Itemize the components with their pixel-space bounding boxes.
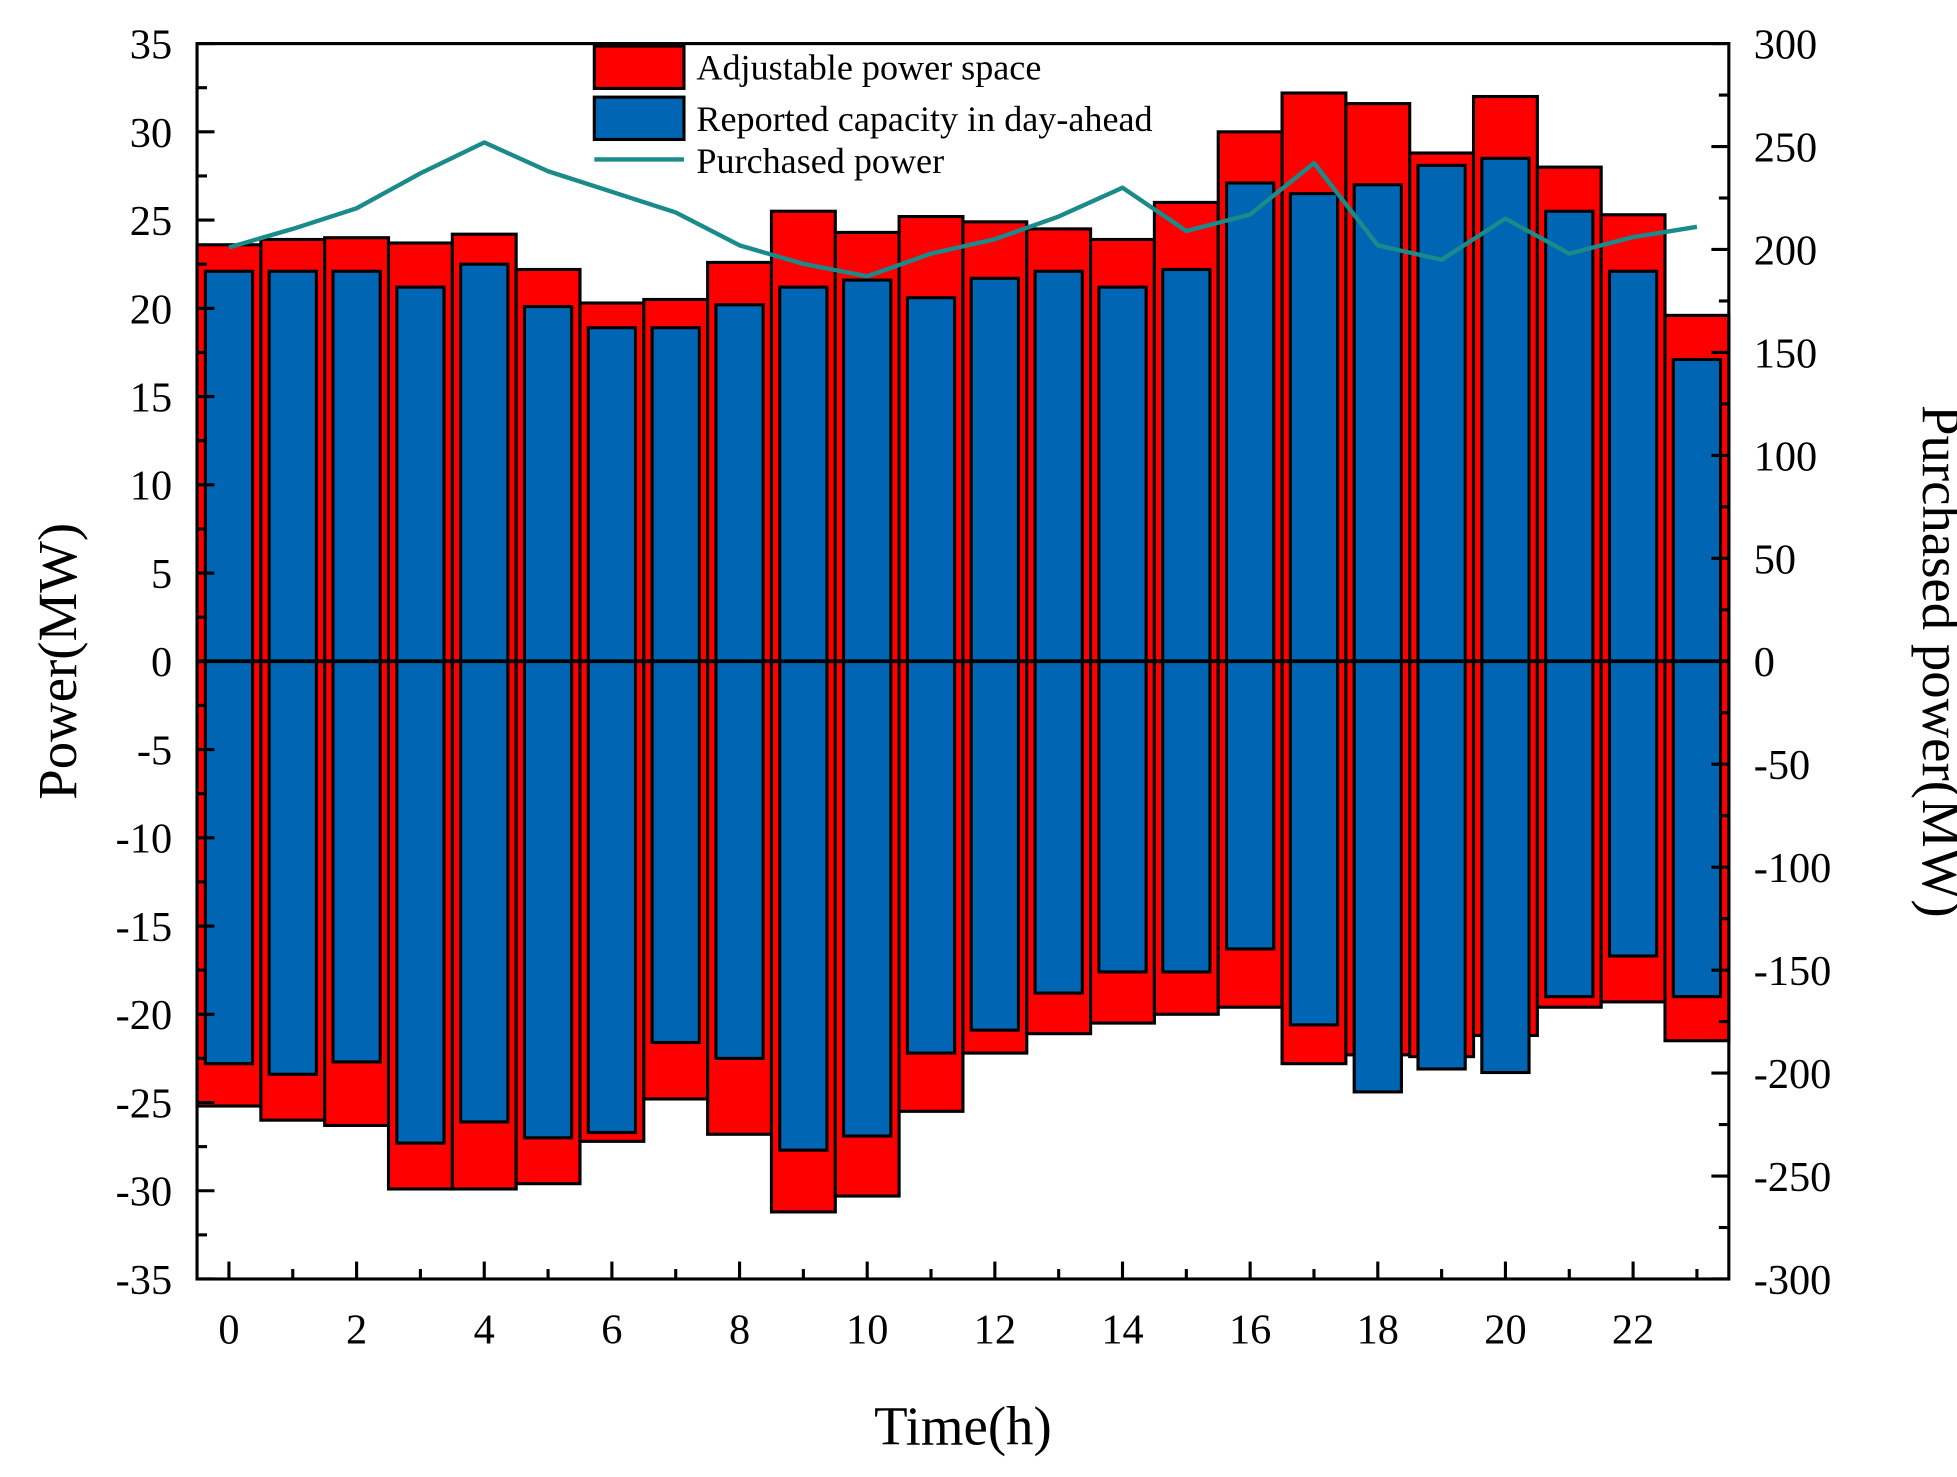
- y-left-tick-label: -20: [116, 992, 172, 1039]
- legend-label-adjustable: Adjustable power space: [696, 48, 1041, 88]
- y-right-tick-label: -100: [1754, 845, 1832, 892]
- reported-bar-h15: [1161, 267, 1212, 974]
- y-right-tick-label: -150: [1754, 948, 1832, 995]
- y-right-tick-label: -200: [1754, 1051, 1832, 1098]
- y-left-axis-ticks: 35 30 25 20 15 10 5 0 -5 -10 -15 -20 -25 -30 -35: [116, 22, 215, 1304]
- reported-bar-h3: [395, 285, 446, 1145]
- y-right-tick-label: 50: [1754, 536, 1796, 583]
- y-right-tick-label: -250: [1754, 1154, 1832, 1201]
- x-tick-label-6: 6: [601, 1307, 622, 1354]
- y-right-axis-ticks: 300 250 200 150 100 50 0 -50 -100 -150 -200 -250 -30…: [1711, 22, 1831, 1304]
- y-left-tick-label: 25: [130, 198, 172, 245]
- reported-bar-h20: [1480, 156, 1531, 1075]
- reported-bar-h13: [1033, 269, 1084, 995]
- x-tick-label-12: 12: [974, 1307, 1016, 1354]
- y-left-tick-label: -25: [116, 1080, 172, 1127]
- reported-bar-h2: [331, 269, 382, 1064]
- x-axis-title: Time(h): [874, 1396, 1052, 1457]
- y-left-tick-label: -5: [137, 727, 172, 774]
- reported-bar-h22: [1607, 269, 1659, 958]
- x-tick-label-8: 8: [729, 1307, 750, 1354]
- reported-bar-h19: [1416, 163, 1467, 1071]
- y-left-tick-label: -15: [116, 904, 172, 951]
- reported-bar-h1: [267, 269, 318, 1076]
- y-right-tick-label: 150: [1754, 330, 1818, 377]
- reported-bar-h8: [714, 303, 765, 1060]
- y-left-tick-label: 30: [130, 110, 172, 157]
- reported-bar-h6: [586, 326, 638, 1135]
- reported-bar-h14: [1097, 285, 1148, 974]
- x-tick-label-22: 22: [1612, 1307, 1654, 1354]
- legend-swatch-adjustable: [592, 44, 686, 90]
- y-right-tick-label: -300: [1754, 1257, 1832, 1304]
- y-left-tick-label: 15: [130, 375, 172, 422]
- y-left-tick-label: -30: [116, 1169, 172, 1216]
- x-tick-label-14: 14: [1101, 1307, 1143, 1354]
- y-right-tick-label: 200: [1754, 227, 1818, 274]
- reported-capacity-bars: [203, 156, 1723, 1152]
- reported-bar-h9: [778, 285, 829, 1152]
- reported-bar-h18: [1352, 183, 1403, 1094]
- x-tick-label-16: 16: [1229, 1307, 1271, 1354]
- x-tick-label-18: 18: [1357, 1307, 1399, 1354]
- reported-bar-h16: [1224, 181, 1276, 951]
- y-right-tick-label: 100: [1754, 433, 1818, 480]
- reported-bar-h5: [522, 304, 574, 1140]
- reported-bar-h23: [1671, 357, 1723, 999]
- y-left-tick-label: 10: [130, 463, 172, 510]
- y-right-tick-label: -50: [1754, 742, 1810, 789]
- x-tick-label-20: 20: [1484, 1307, 1526, 1354]
- y-left-tick-label: 20: [130, 286, 172, 333]
- y-left-tick-label: 5: [151, 551, 172, 598]
- reported-bar-h4: [459, 262, 510, 1124]
- y-left-tick-label: -10: [116, 816, 172, 863]
- reported-bar-h17: [1288, 192, 1340, 1027]
- reported-bar-h12: [969, 276, 1021, 1032]
- x-axis-ticks: 0 2 4 6 8 10 12 14 16 18 20 22: [218, 1261, 1699, 1354]
- legend-label-reported: Reported capacity in day-ahead: [696, 99, 1152, 139]
- legend-swatch-reported: [592, 95, 686, 142]
- y-right-tick-label: 0: [1754, 639, 1775, 686]
- reported-bar-h7: [650, 326, 701, 1045]
- x-tick-label-2: 2: [346, 1307, 367, 1354]
- y-left-tick-label: 0: [151, 639, 172, 686]
- y-left-axis-title: Power(MW): [27, 523, 88, 800]
- y-left-tick-label: 35: [130, 22, 172, 69]
- x-tick-label-10: 10: [846, 1307, 888, 1354]
- x-tick-label-4: 4: [474, 1307, 495, 1354]
- purchased-power-line: [228, 140, 1698, 279]
- y-left-tick-label: -35: [116, 1257, 172, 1304]
- reported-bar-h0: [203, 269, 255, 1066]
- y-right-tick-label: 250: [1754, 124, 1818, 171]
- legend: Adjustable power space Reported capacity…: [592, 44, 1153, 181]
- y-right-tick-label: 300: [1754, 22, 1818, 69]
- y-right-axis-title: Purchased power(MW): [1911, 405, 1957, 918]
- reported-bar-h11: [905, 296, 957, 1055]
- reported-bar-h21: [1544, 209, 1595, 999]
- legend-label-purchased: Purchased power: [696, 141, 944, 181]
- x-tick-label-0: 0: [218, 1307, 239, 1354]
- reported-bar-h10: [842, 278, 893, 1138]
